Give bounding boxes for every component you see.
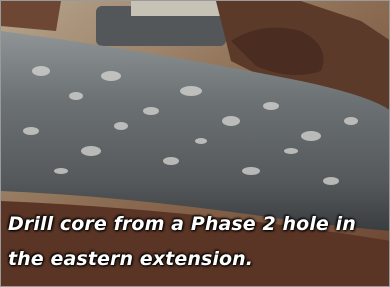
- caption-line: Drill core from a Phase 2 hole in: [8, 213, 356, 235]
- caption-line: the eastern extension.: [8, 248, 253, 270]
- tray: [131, 1, 221, 16]
- photo-scene: [1, 1, 390, 287]
- page: Drill core from a Phase 2 hole in the ea…: [0, 0, 390, 287]
- photo: Drill core from a Phase 2 hole in the ea…: [0, 0, 390, 287]
- hand-top-left: [1, 1, 61, 31]
